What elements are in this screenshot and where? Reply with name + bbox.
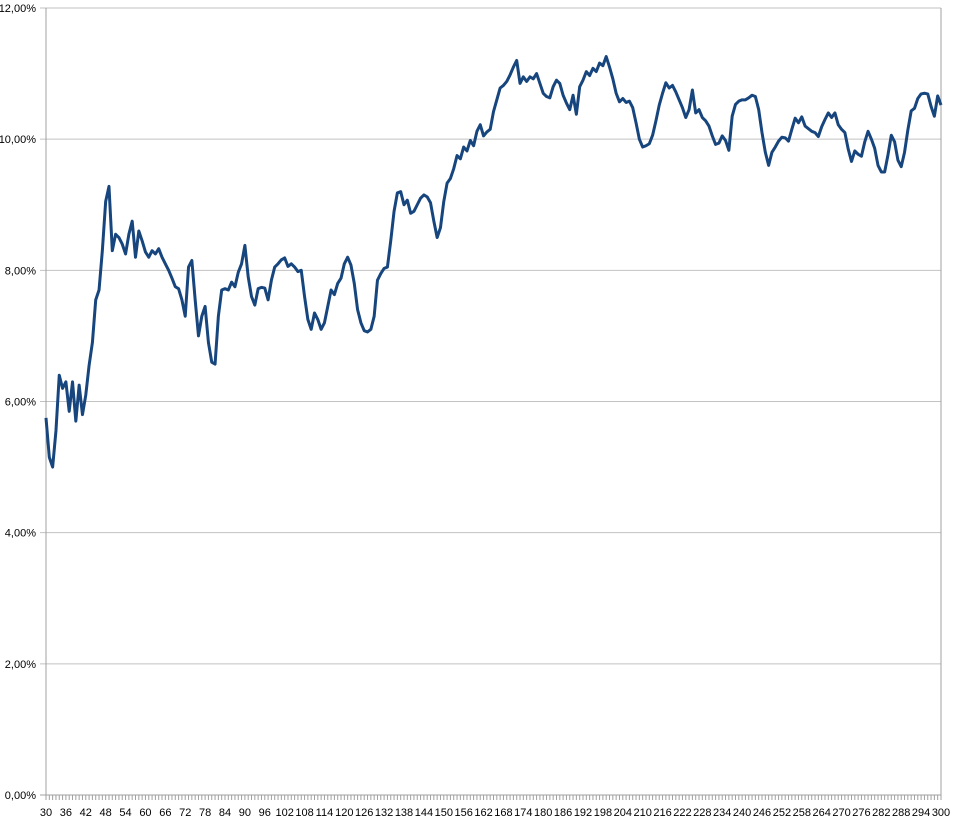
x-tick-label: 84 (219, 807, 231, 819)
y-axis-labels: 0,00% 2,00% 4,00% 6,00% 8,00% 10,00% 12,00% (0, 3, 36, 802)
x-tick-label: 132 (375, 807, 393, 819)
x-tick-label: 210 (633, 807, 651, 819)
x-tick-label: 186 (554, 807, 572, 819)
x-tick-label: 252 (773, 807, 791, 819)
x-tick-label: 258 (793, 807, 811, 819)
x-tick-label: 180 (534, 807, 552, 819)
gridlines (40, 7, 941, 796)
x-tick-label: 108 (295, 807, 313, 819)
y-tick-label: 12,00% (0, 3, 36, 15)
x-tick-label: 246 (753, 807, 771, 819)
y-tick-label: 10,00% (0, 134, 36, 146)
y-tick-label: 2,00% (5, 659, 36, 671)
x-tick-label: 204 (614, 807, 632, 819)
x-tick-label: 222 (673, 807, 691, 819)
x-tick-label: 96 (259, 807, 271, 819)
x-tick-label: 192 (574, 807, 592, 819)
x-tick-label: 234 (713, 807, 731, 819)
x-tick-label: 264 (812, 807, 830, 819)
x-tick-label: 42 (80, 807, 92, 819)
x-tick-label: 198 (594, 807, 612, 819)
x-tick-label: 162 (474, 807, 492, 819)
y-tick-label: 0,00% (5, 790, 36, 802)
x-tick-label: 72 (179, 807, 191, 819)
x-tick-label: 90 (239, 807, 251, 819)
x-tick-label: 102 (275, 807, 293, 819)
x-tick-label: 114 (316, 807, 334, 819)
data-series-line (44, 55, 943, 469)
x-tick-label: 30 (40, 807, 52, 819)
x-tick-label: 126 (355, 807, 373, 819)
x-tick-label: 276 (852, 807, 870, 819)
x-tick-label: 216 (653, 807, 671, 819)
x-tick-label: 240 (733, 807, 751, 819)
x-tick-label: 174 (514, 807, 532, 819)
x-tick-label: 48 (100, 807, 112, 819)
x-axis-labels: 30 36 42 48 54 60 66 72 78 84 90 96 102 108 114 120 126 1… (40, 807, 950, 819)
x-tick-label: 120 (335, 807, 353, 819)
x-tick-label: 150 (435, 807, 453, 819)
x-tick-label: 36 (60, 807, 72, 819)
x-tick-label: 138 (395, 807, 413, 819)
x-axis-minor-ticks (45, 795, 942, 800)
x-tick-label: 168 (494, 807, 512, 819)
x-tick-label: 144 (415, 807, 433, 819)
x-tick-label: 228 (693, 807, 711, 819)
y-tick-label: 8,00% (5, 265, 36, 277)
x-tick-label: 282 (872, 807, 890, 819)
y-tick-label: 4,00% (5, 528, 36, 540)
x-tick-label: 294 (912, 807, 930, 819)
x-tick-label: 60 (139, 807, 151, 819)
x-tick-label: 300 (932, 807, 950, 819)
x-tick-label: 288 (892, 807, 910, 819)
x-tick-label: 54 (119, 807, 131, 819)
x-tick-label: 66 (159, 807, 171, 819)
x-tick-label: 78 (199, 807, 211, 819)
x-tick-label: 156 (454, 807, 472, 819)
x-tick-label: 270 (832, 807, 850, 819)
y-tick-label: 6,00% (5, 397, 36, 409)
